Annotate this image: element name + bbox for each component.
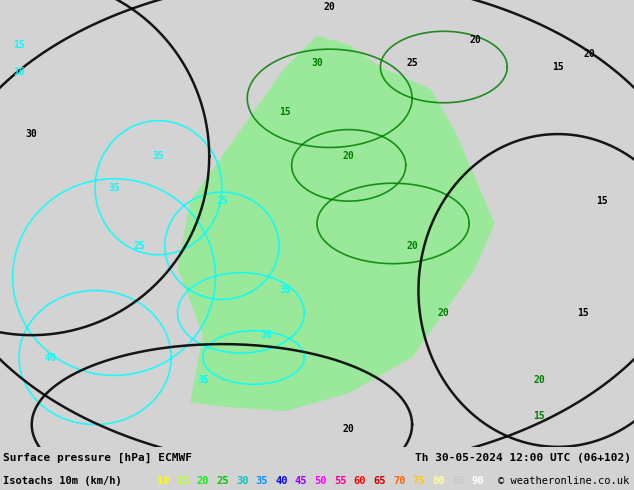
Text: 85: 85 [452,475,465,486]
Text: 35: 35 [197,375,209,385]
Text: 25: 25 [406,57,418,68]
Text: 20: 20 [470,35,481,45]
Text: 35: 35 [108,183,120,193]
Text: 15: 15 [280,107,291,117]
Text: 40: 40 [275,475,288,486]
Text: 15: 15 [177,475,190,486]
Text: 36: 36 [261,330,272,340]
Text: 20: 20 [406,241,418,251]
Text: 60: 60 [354,475,366,486]
Text: 65: 65 [373,475,386,486]
Text: 16: 16 [13,67,25,76]
Text: 20: 20 [438,308,450,318]
Text: 35: 35 [256,475,268,486]
Text: 45: 45 [295,475,307,486]
Text: 40: 40 [45,352,56,363]
Text: 80: 80 [432,475,445,486]
Text: 15: 15 [13,40,25,49]
Text: 25: 25 [134,241,145,251]
Text: 30: 30 [26,129,37,139]
Text: 15: 15 [533,411,545,420]
Text: 20: 20 [324,1,335,12]
Text: © weatheronline.co.uk: © weatheronline.co.uk [498,475,629,486]
Text: 25: 25 [216,196,228,206]
Text: 35: 35 [280,286,291,295]
Text: Th 30-05-2024 12:00 UTC (06+102): Th 30-05-2024 12:00 UTC (06+102) [415,453,631,463]
Text: 15: 15 [597,196,608,206]
Text: 15: 15 [552,62,564,72]
Text: 20: 20 [343,424,354,434]
Text: 20: 20 [343,151,354,161]
Text: 90: 90 [472,475,484,486]
Text: 25: 25 [216,475,229,486]
Text: 10: 10 [157,475,170,486]
Text: 75: 75 [413,475,425,486]
Text: 55: 55 [334,475,347,486]
Text: 30: 30 [311,57,323,68]
Text: 20: 20 [533,375,545,385]
Text: 20: 20 [197,475,209,486]
Text: 50: 50 [314,475,327,486]
Text: 15: 15 [578,308,589,318]
Text: Isotachs 10m (km/h): Isotachs 10m (km/h) [3,475,122,486]
Text: 70: 70 [393,475,406,486]
Polygon shape [178,36,495,411]
Text: 20: 20 [584,49,595,59]
Text: 30: 30 [236,475,249,486]
Text: Surface pressure [hPa] ECMWF: Surface pressure [hPa] ECMWF [3,453,192,463]
Text: 35: 35 [153,151,164,161]
